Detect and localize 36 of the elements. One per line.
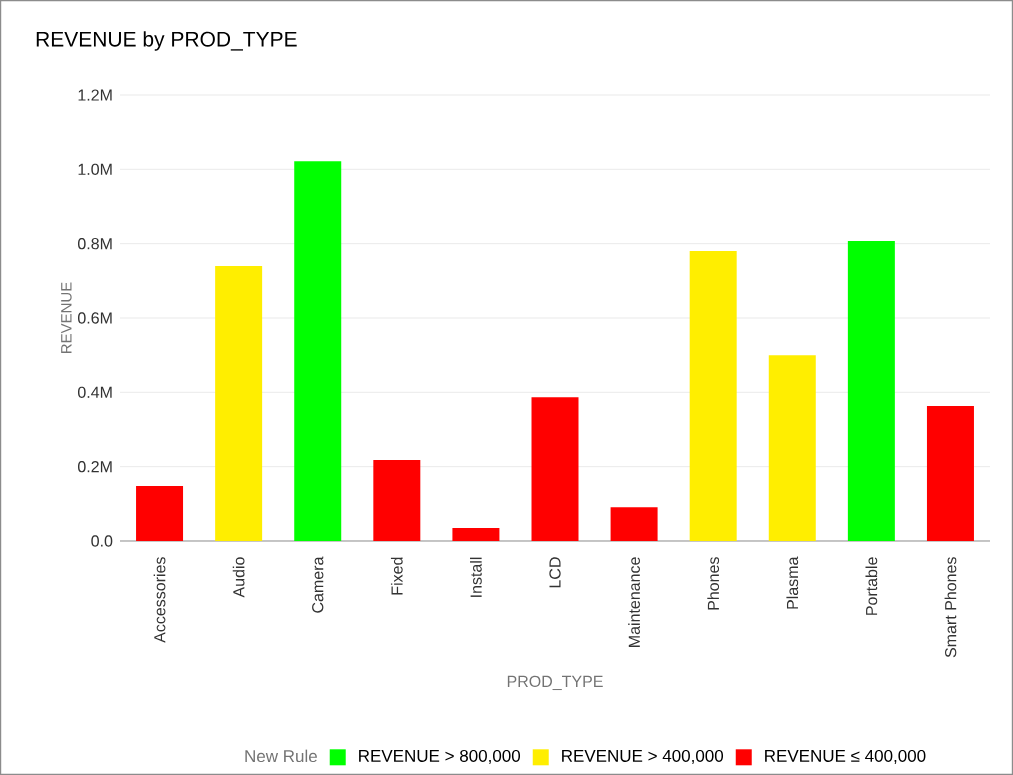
- x-tick-label: Fixed: [390, 557, 403, 595]
- x-tick-label: Portable: [865, 557, 878, 615]
- x-tick-label: Maintenance: [628, 557, 640, 647]
- x-tick-label: Accessories: [153, 557, 166, 643]
- legend-label: REVENUE > 400,000: [562, 749, 724, 764]
- y-tick-label: 1.0M: [78, 163, 112, 175]
- bar: [847, 241, 895, 541]
- bar: [926, 406, 974, 541]
- legend-title: New Rule: [245, 749, 317, 763]
- x-tick-label: Audio: [232, 557, 245, 598]
- x-tick-label: Phones: [707, 557, 720, 610]
- bar: [689, 251, 737, 541]
- bar: [294, 161, 342, 541]
- bar: [768, 355, 816, 541]
- legend-label: REVENUE > 800,000: [359, 749, 521, 764]
- chart-title: REVENUE by PROD_TYPE: [36, 31, 297, 51]
- bar: [452, 527, 500, 541]
- bar: [610, 507, 658, 541]
- y-tick-label: 0.2M: [77, 461, 112, 473]
- x-tick-label: Smart Phones: [944, 557, 957, 658]
- x-tick-label: Install: [470, 557, 482, 597]
- y-tick-label: 1.2M: [78, 89, 112, 101]
- y-tick-label: 0.8M: [77, 238, 112, 250]
- bar: [531, 397, 579, 541]
- x-tick-label: LCD: [549, 557, 561, 588]
- legend-label: REVENUE ≤ 400,000: [765, 749, 926, 764]
- bar: [136, 485, 184, 541]
- x-axis-title: PROD_TYPE: [507, 675, 603, 691]
- x-tick-label: Camera: [312, 556, 324, 613]
- bar: [215, 265, 263, 541]
- y-tick-label: 0.6M: [77, 312, 112, 324]
- y-axis-title: REVENUE: [61, 282, 72, 354]
- y-tick-label: 0.4M: [77, 386, 112, 398]
- x-tick-label: Plasma: [786, 556, 799, 609]
- y-tick-label: 0.0: [91, 535, 113, 547]
- bar: [373, 459, 421, 541]
